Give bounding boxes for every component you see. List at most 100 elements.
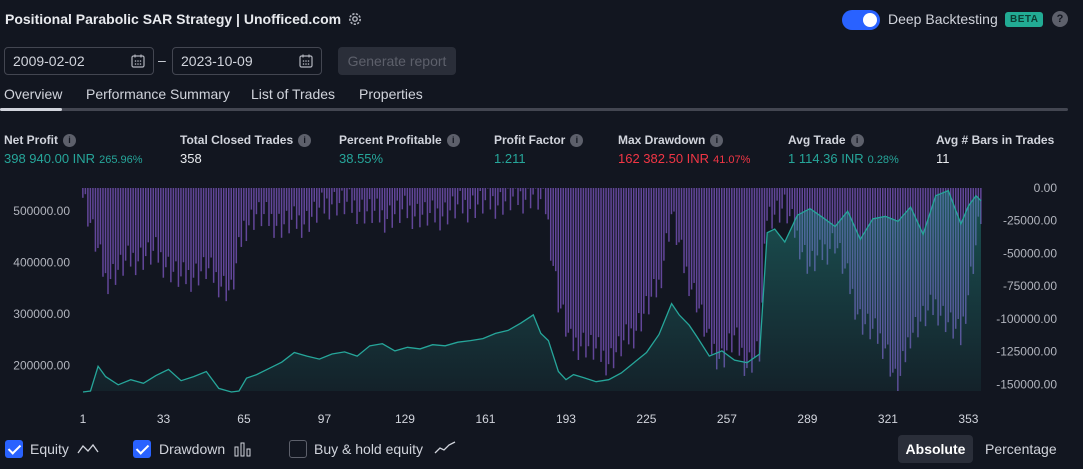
info-icon[interactable]: i bbox=[298, 134, 312, 147]
drawdown-bar bbox=[351, 188, 353, 213]
x-tick-label: 33 bbox=[157, 412, 171, 426]
drawdown-bar bbox=[245, 188, 248, 242]
drawdown-bar bbox=[84, 188, 87, 195]
drawdown-bar bbox=[648, 188, 650, 315]
tab-overview[interactable]: Overview bbox=[4, 86, 63, 102]
drawdown-bar bbox=[283, 188, 285, 225]
drawdown-bar bbox=[170, 188, 172, 283]
calendar-icon[interactable] bbox=[299, 54, 313, 68]
y-right-tick-label: -75000.00 bbox=[1003, 279, 1057, 293]
absolute-button[interactable]: Absolute bbox=[898, 435, 973, 463]
drawdown-bar bbox=[763, 188, 766, 244]
drawdown-bar bbox=[487, 188, 489, 189]
percentage-button[interactable]: Percentage bbox=[985, 441, 1057, 457]
drawdown-bar bbox=[195, 188, 197, 264]
drawdown-bar bbox=[119, 188, 122, 255]
info-icon[interactable]: i bbox=[710, 134, 724, 147]
equity-checkbox[interactable] bbox=[5, 440, 23, 458]
calendar-icon[interactable] bbox=[131, 54, 145, 68]
drawdown-bar bbox=[416, 188, 419, 204]
y-axis-right: 0.00 -25000.00 -50000.00 -75000.00 -100000.0… bbox=[996, 181, 1057, 391]
drawdown-bar bbox=[461, 188, 464, 214]
drawdown-bar bbox=[638, 188, 640, 314]
drawdown-bar bbox=[434, 188, 436, 223]
tab-scrollbar[interactable] bbox=[0, 108, 1068, 111]
date-to-input[interactable]: 2023-10-09 bbox=[172, 47, 322, 75]
equity-drawdown-chart[interactable]: 500000.00 400000.00 300000.00 200000.00 0.0… bbox=[0, 180, 1083, 430]
y-right-tick-label: -100000.00 bbox=[996, 312, 1057, 326]
y-left-tick-label: 400000.00 bbox=[13, 256, 70, 270]
drawdown-bar bbox=[474, 188, 477, 218]
drawdown-bar bbox=[620, 188, 622, 357]
drawdown-bar bbox=[595, 188, 597, 349]
drawdown-bar bbox=[381, 188, 383, 211]
generate-report-button[interactable]: Generate report bbox=[338, 47, 456, 75]
info-icon[interactable]: i bbox=[850, 134, 864, 147]
drawdown-bar bbox=[580, 188, 582, 347]
strategy-title: Positional Parabolic SAR Strategy | Unof… bbox=[5, 11, 342, 27]
info-icon[interactable]: i bbox=[570, 134, 584, 147]
drawdown-bar bbox=[489, 188, 492, 210]
drawdown-bar bbox=[643, 188, 645, 314]
drawdown-checkbox[interactable] bbox=[133, 440, 151, 458]
drawdown-bar bbox=[733, 188, 736, 336]
drawdown-bar bbox=[466, 188, 469, 223]
gear-icon[interactable] bbox=[347, 11, 363, 27]
drawdown-bar bbox=[610, 188, 612, 349]
drawdown-bar bbox=[695, 188, 698, 313]
buy-hold-legend-label: Buy & hold equity bbox=[314, 441, 423, 457]
x-tick-label: 1 bbox=[80, 412, 87, 426]
drawdown-bar bbox=[273, 188, 275, 238]
drawdown-bar bbox=[731, 188, 733, 353]
tab-performance-summary[interactable]: Performance Summary bbox=[86, 86, 230, 102]
info-icon[interactable]: i bbox=[63, 134, 76, 147]
drawdown-bar bbox=[479, 188, 482, 192]
drawdown-bar bbox=[421, 188, 424, 215]
drawdown-bar bbox=[129, 188, 132, 267]
deep-backtesting-toggle[interactable] bbox=[842, 10, 880, 30]
y-right-tick-label: 0.00 bbox=[1034, 181, 1058, 195]
drawdown-bar bbox=[527, 188, 529, 189]
drawdown-bar bbox=[693, 188, 695, 283]
drawdown-bar bbox=[187, 188, 190, 270]
drawdown-bar bbox=[205, 188, 207, 280]
drawdown-bar bbox=[680, 188, 683, 240]
drawdown-bar bbox=[685, 188, 688, 267]
deep-backtesting-label: Deep Backtesting bbox=[888, 11, 998, 27]
drawdown-bar bbox=[778, 188, 781, 223]
drawdown-bar bbox=[419, 188, 421, 228]
drawdown-bar bbox=[298, 188, 300, 216]
drawdown-bar bbox=[336, 188, 338, 216]
drawdown-bar bbox=[104, 188, 107, 274]
drawdown-bar bbox=[265, 188, 268, 203]
drawdown-bar bbox=[700, 188, 703, 305]
tab-list-of-trades[interactable]: List of Trades bbox=[251, 86, 336, 102]
drawdown-bar bbox=[743, 188, 746, 376]
date-from-input[interactable]: 2009-02-02 bbox=[4, 47, 154, 75]
tab-properties[interactable]: Properties bbox=[359, 86, 423, 102]
help-icon[interactable]: ? bbox=[1052, 11, 1068, 27]
drawdown-bar bbox=[220, 188, 222, 287]
drawdown-bar bbox=[773, 188, 776, 215]
metric-avg-bars-value: 11 bbox=[936, 151, 950, 166]
drawdown-bar bbox=[562, 188, 565, 305]
drawdown-bar bbox=[715, 188, 718, 370]
drawdown-bar bbox=[758, 188, 761, 362]
info-icon[interactable]: i bbox=[446, 134, 460, 147]
drawdown-bar bbox=[557, 188, 560, 313]
drawdown-bar bbox=[776, 188, 778, 201]
drawdown-bar bbox=[147, 188, 150, 243]
drawdown-bar bbox=[514, 188, 517, 189]
drawdown-bar bbox=[99, 188, 102, 245]
buy-hold-checkbox[interactable] bbox=[289, 440, 307, 458]
drawdown-bar bbox=[303, 188, 305, 225]
drawdown-bar bbox=[431, 188, 434, 201]
drawdown-bar bbox=[185, 188, 187, 285]
drawdown-bar bbox=[278, 188, 280, 214]
drawdown-bar bbox=[290, 188, 293, 220]
drawdown-bar bbox=[321, 188, 323, 193]
drawdown-bar bbox=[612, 188, 615, 369]
drawdown-bar bbox=[751, 188, 753, 373]
drawdown-bar bbox=[227, 188, 230, 291]
drawdown-bar bbox=[180, 188, 182, 277]
